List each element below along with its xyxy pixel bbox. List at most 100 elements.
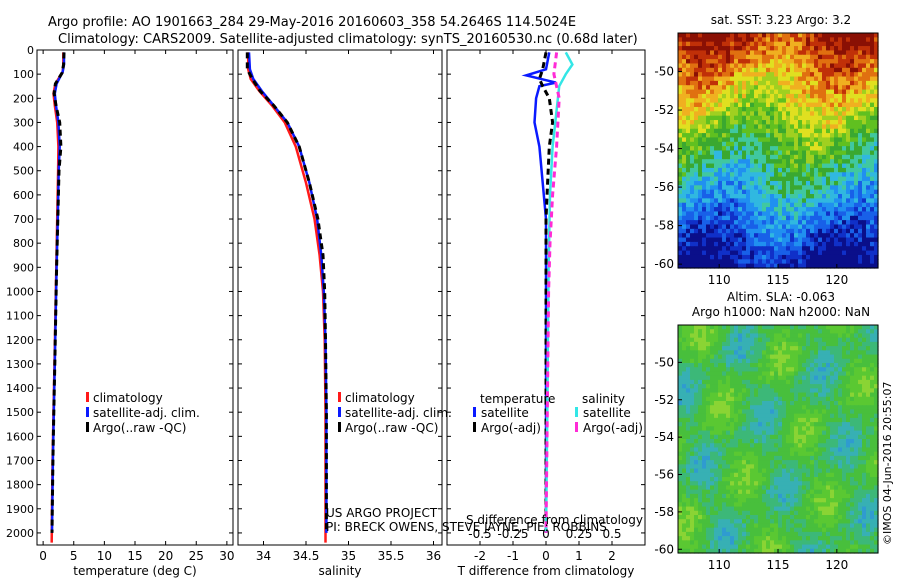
map-cell xyxy=(846,54,851,60)
map-cell xyxy=(750,426,755,432)
map-cell xyxy=(834,392,839,398)
map-cell xyxy=(854,98,859,104)
map-cell xyxy=(726,472,731,478)
map-cell xyxy=(738,146,743,152)
map-cell xyxy=(850,72,855,78)
map-cell xyxy=(866,325,871,330)
map-cell xyxy=(790,93,795,99)
map-cell xyxy=(842,375,847,381)
map-cell xyxy=(722,396,727,402)
map-cell xyxy=(694,207,699,213)
map-cell xyxy=(762,363,767,368)
map-cell xyxy=(726,194,731,199)
map-cell xyxy=(782,98,787,104)
map-cell xyxy=(862,102,867,108)
map-cell xyxy=(798,98,803,104)
map-cell xyxy=(866,426,871,432)
map-cell xyxy=(774,485,779,491)
map-cell xyxy=(818,472,823,478)
map-cell xyxy=(702,401,707,406)
map-cell xyxy=(858,481,863,487)
map-cell xyxy=(782,392,787,398)
map-cell xyxy=(870,46,875,52)
map-cell xyxy=(814,375,819,381)
map-cell xyxy=(762,202,767,208)
map-cell xyxy=(718,477,723,482)
map-cell xyxy=(730,228,735,234)
map-cell xyxy=(798,443,803,449)
map-cell xyxy=(854,254,859,260)
map-cell xyxy=(742,102,747,108)
map-cell xyxy=(754,46,759,52)
map-cell xyxy=(702,426,707,432)
map-cell xyxy=(686,246,691,252)
map-cell xyxy=(830,106,835,112)
map-cell xyxy=(754,228,759,234)
map-cell xyxy=(798,37,803,43)
map-cell xyxy=(686,215,691,221)
map-cell xyxy=(782,141,787,147)
map-cell xyxy=(738,259,743,265)
map-cell xyxy=(806,384,811,389)
map-cell xyxy=(870,93,875,99)
map-cell xyxy=(790,325,795,330)
map-cell xyxy=(718,460,723,465)
map-cell xyxy=(742,464,747,470)
map-cell xyxy=(842,59,847,65)
map-cell xyxy=(690,417,695,423)
map-cell xyxy=(786,405,791,411)
map-cell xyxy=(818,363,823,368)
map-cell xyxy=(834,106,839,112)
map-cell xyxy=(854,434,859,440)
map-cell xyxy=(694,341,699,347)
map-cell xyxy=(854,329,859,335)
map-cell xyxy=(814,384,819,389)
map-cell xyxy=(874,137,879,143)
map-cell xyxy=(854,63,859,69)
temperature-panel: 0100200300400500600700800900100011001200… xyxy=(6,44,235,563)
map-cell xyxy=(798,422,803,427)
map-cell xyxy=(714,176,719,182)
map-cell xyxy=(794,76,799,82)
map-cell xyxy=(854,439,859,444)
map-cell xyxy=(870,98,875,104)
x-tick-label: 34.5 xyxy=(293,549,320,563)
map-cell xyxy=(826,115,831,121)
map-cell xyxy=(806,254,811,260)
map-cell xyxy=(810,85,815,91)
map-cell xyxy=(702,413,707,419)
map-cell xyxy=(770,76,775,82)
map-cell xyxy=(746,115,751,121)
map-cell xyxy=(794,120,799,125)
map-cell xyxy=(850,93,855,99)
map-cell xyxy=(866,106,871,112)
map-cell xyxy=(810,215,815,221)
map-cell xyxy=(866,468,871,474)
map-cell xyxy=(742,59,747,65)
map-cell xyxy=(830,259,835,265)
map-cell xyxy=(842,409,847,415)
map-cell xyxy=(690,163,695,169)
map-cell xyxy=(686,133,691,139)
map-cell xyxy=(734,50,739,56)
map-cell xyxy=(702,246,707,252)
map-cell xyxy=(874,33,879,38)
map-cell xyxy=(698,325,703,330)
map-cell xyxy=(706,341,711,347)
map-cell xyxy=(826,396,831,402)
map-cell xyxy=(838,198,843,204)
map-cell xyxy=(850,146,855,152)
map-cell xyxy=(718,115,723,121)
map-cell xyxy=(718,254,723,260)
map-cell xyxy=(858,329,863,335)
map-cell xyxy=(874,106,879,112)
map-cell xyxy=(826,371,831,377)
map-cell xyxy=(762,85,767,91)
map-cell xyxy=(698,367,703,373)
map-cell xyxy=(754,189,759,195)
map-cell xyxy=(750,413,755,419)
map-cell xyxy=(818,426,823,432)
map-cell xyxy=(838,396,843,402)
map-cell xyxy=(858,137,863,143)
map-cell xyxy=(706,228,711,234)
